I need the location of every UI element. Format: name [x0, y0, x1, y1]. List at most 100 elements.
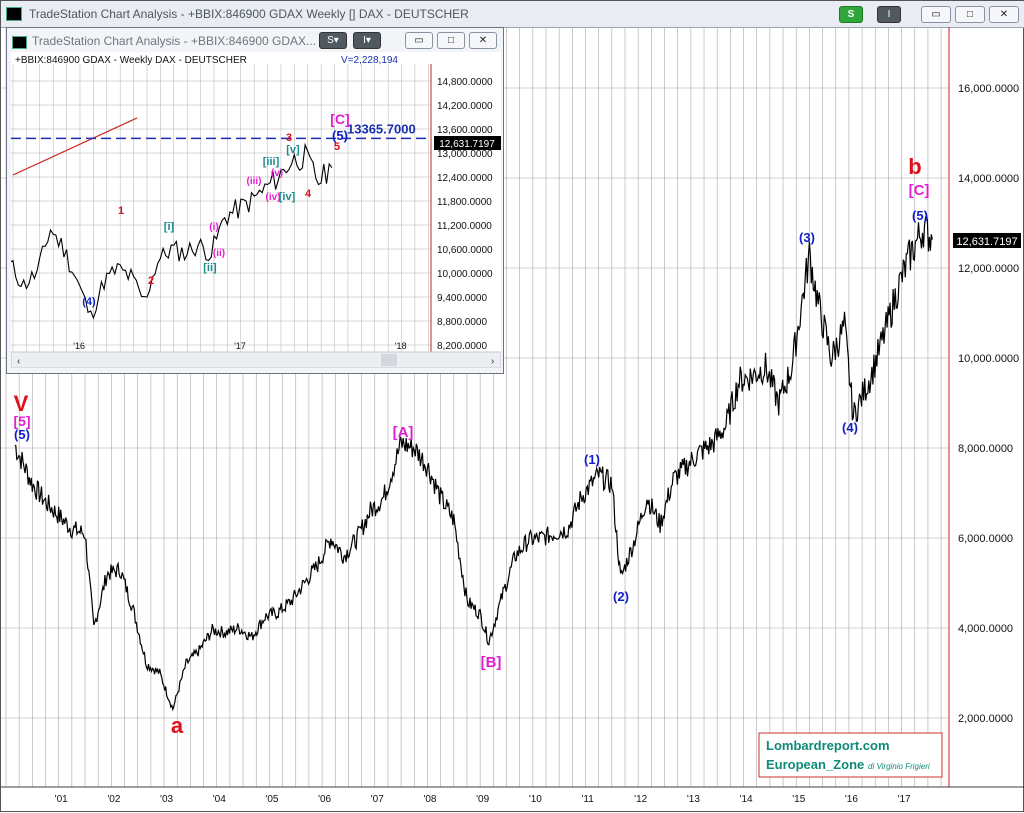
x-tick-label: '02 [107, 794, 120, 805]
window-title: TradeStation Chart Analysis - +BBIX:8469… [29, 7, 469, 21]
watermark-suffix: di Virginio Frigieri [868, 762, 930, 771]
inset-wave-label: 3 [286, 132, 292, 144]
wave-label: (5) [14, 427, 30, 442]
inset-y-tick-label: 13,600.0000 [437, 125, 493, 136]
inset-wave-label: [i] [164, 221, 175, 233]
y-tick-label: 12,000.0000 [958, 263, 1019, 275]
inset-pin-button[interactable]: I▾ [353, 32, 381, 49]
inset-y-tick-label: 8,200.0000 [437, 341, 487, 352]
wave-label: V [14, 391, 29, 416]
y-tick-label: 16,000.0000 [958, 83, 1019, 95]
inset-wave-label: (iv) [266, 192, 281, 203]
scroll-left-icon: ‹ [17, 356, 20, 367]
x-tick-label: '09 [476, 794, 489, 805]
inset-wave-label: [iii] [263, 156, 280, 168]
inset-y-tick-label: 10,600.0000 [437, 245, 493, 256]
inset-scrollbar[interactable]: ‹ › [11, 351, 501, 368]
scroll-right-icon: › [491, 356, 494, 367]
price-series-line [14, 212, 933, 712]
x-tick-label: '10 [529, 794, 542, 805]
inset-y-tick-label: 11,200.0000 [437, 221, 492, 232]
restore-button[interactable]: □ [955, 6, 985, 23]
inset-wave-label: 2 [148, 275, 154, 287]
inset-y-tick-label: 9,400.0000 [437, 293, 487, 304]
y-tick-label: 14,000.0000 [958, 173, 1019, 185]
wave-label: (3) [799, 230, 815, 245]
inset-chart[interactable]: 8,200.0000 8,800.0000 9,400.0000 10,000.000… [11, 52, 501, 368]
y-tick-label: 4,000.0000 [958, 623, 1013, 635]
x-tick-label: '01 [55, 794, 68, 805]
inset-price-line [11, 142, 333, 320]
minimize-button[interactable]: ▭ [921, 6, 951, 23]
inset-wave-label: (5) [332, 128, 348, 143]
inset-y-tick-label: 14,800.0000 [437, 77, 493, 88]
wave-label: [C] [909, 182, 930, 199]
x-tick-label: '17 [898, 794, 911, 805]
scroll-thumb [381, 354, 397, 366]
inset-last-price-label: 12,631.7197 [439, 139, 495, 150]
inset-header-symbol: +BBIX:846900 GDAX - Weekly DAX - DEUTSCH… [15, 55, 247, 66]
x-tick-label: '08 [423, 794, 436, 805]
x-tick-label: '13 [687, 794, 700, 805]
pin-button[interactable]: I [877, 6, 901, 23]
inset-y-tick-label: 8,800.0000 [437, 317, 487, 328]
last-price-label: 12,631.7197 [956, 236, 1017, 248]
inset-x-tick-label: '16 [73, 341, 85, 351]
inset-wave-label: [C] [330, 111, 349, 127]
inset-wave-label: [v] [286, 144, 300, 156]
watermark: Lombardreport.com European_Zone di Virgi… [758, 732, 943, 778]
symbol-link-button[interactable]: S [839, 6, 863, 23]
y-tick-label: 2,000.0000 [958, 713, 1013, 725]
x-tick-label: '11 [581, 794, 594, 805]
wave-label: (4) [842, 420, 858, 435]
wave-label: b [908, 154, 921, 179]
inset-x-tick-label: '18 [395, 341, 407, 351]
inset-restore-button[interactable]: □ [437, 32, 465, 49]
inset-y-tick-label: 13,000.0000 [437, 149, 493, 160]
inset-wave-label: 5 [334, 141, 340, 153]
y-tick-label: 8,000.0000 [958, 443, 1013, 455]
last-price-tag: 12,631.7197 [953, 233, 1021, 248]
inset-wave-label: (i) [209, 222, 218, 233]
x-tick-label: '06 [318, 794, 331, 805]
watermark-line1: Lombardreport.com [766, 738, 890, 753]
close-button[interactable]: ✕ [989, 6, 1019, 23]
y-tick-label: 10,000.0000 [958, 353, 1019, 365]
inset-x-tick-label: '17 [234, 341, 246, 351]
wave-label: (2) [613, 589, 629, 604]
inset-minimize-button[interactable]: ▭ [405, 32, 433, 49]
inset-window-title: TradeStation Chart Analysis - +BBIX:8469… [32, 34, 317, 48]
inset-wave-label: 4 [305, 188, 312, 200]
target-value-label: 13365.7000 [347, 121, 416, 136]
watermark-line2: European_Zone [766, 757, 864, 772]
inset-wave-label: [ii] [203, 262, 217, 274]
y-tick-label: 6,000.0000 [958, 533, 1013, 545]
x-tick-label: '14 [740, 794, 753, 805]
title-bar[interactable]: TradeStation Chart Analysis - +BBIX:8469… [1, 1, 1024, 28]
wave-label: [5] [13, 413, 30, 429]
main-chart[interactable]: 2,000.0000 4,000.0000 6,000.0000 8,000.0000… [1, 27, 1024, 813]
wave-label: (1) [584, 452, 600, 467]
inset-trendline [12, 117, 138, 176]
inset-wave-label: 1 [118, 205, 124, 217]
inset-last-price-tag: 12,631.7197 [434, 136, 501, 150]
inset-y-tick-label: 14,200.0000 [437, 101, 493, 112]
inset-close-button[interactable]: ✕ [469, 32, 497, 49]
inset-y-tick-label: 10,000.0000 [437, 269, 493, 280]
wave-label: (5) [912, 208, 928, 223]
inset-symbol-button[interactable]: S▾ [319, 32, 347, 49]
x-tick-label: '15 [792, 794, 805, 805]
x-tick-label: '07 [371, 794, 384, 805]
app-icon [6, 7, 22, 21]
inset-wave-label: (iii) [247, 176, 262, 187]
x-tick-label: '16 [845, 794, 858, 805]
wave-label: a [171, 713, 184, 738]
inset-y-tick-label: 12,400.0000 [437, 173, 493, 184]
inset-chart-window[interactable]: TradeStation Chart Analysis - +BBIX:8469… [6, 27, 504, 374]
inset-y-tick-label: 11,800.0000 [437, 197, 492, 208]
x-tick-label: '04 [213, 794, 226, 805]
x-tick-label: '03 [160, 794, 173, 805]
x-tick-label: '05 [265, 794, 278, 805]
wave-label: [B] [481, 654, 502, 671]
